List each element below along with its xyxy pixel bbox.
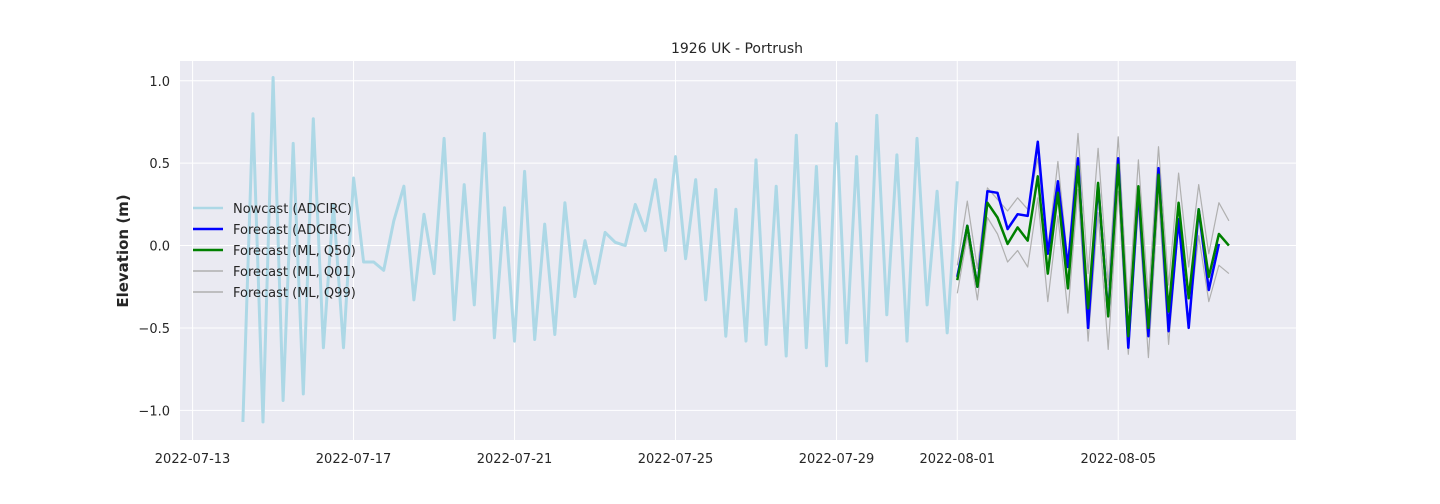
x-tick-label: 2022-08-05 [1080, 452, 1156, 467]
y-tick-label: −0.5 [138, 322, 170, 337]
legend-label-forecast-adcirc: Forecast (ADCIRC) [233, 223, 352, 238]
x-tick-label: 2022-07-25 [638, 452, 714, 467]
y-tick-label: 0.5 [149, 157, 170, 172]
legend: Nowcast (ADCIRC) Forecast (ADCIRC) Forecas… [193, 202, 356, 301]
series-line-forecast-ml-q99 [956, 132, 1230, 309]
y-axis-label: Elevation (m) [114, 194, 132, 307]
legend-label-forecast-ml-q99: Forecast (ML, Q99) [233, 286, 356, 301]
series-line-forecast-adcirc [956, 140, 1221, 349]
series-line-forecast-ml-q50 [956, 163, 1230, 338]
x-tick-label: 2022-07-17 [316, 452, 392, 467]
legend-label-forecast-ml-q01: Forecast (ML, Q01) [233, 265, 356, 280]
y-axis: −1.0 −0.5 0.0 0.5 1.0 [138, 75, 170, 420]
series-line-nowcast-adcirc [241, 76, 959, 424]
chart-title: 1926 UK - Portrush [671, 41, 803, 57]
x-tick-label: 2022-08-01 [919, 452, 995, 467]
y-tick-label: −1.0 [138, 404, 170, 419]
x-axis: 2022-07-13 2022-07-17 2022-07-21 2022-07-25… [155, 452, 1156, 467]
y-tick-label: 0.0 [149, 240, 170, 255]
x-tick-label: 2022-07-29 [799, 452, 875, 467]
legend-label-nowcast-adcirc: Nowcast (ADCIRC) [233, 202, 352, 217]
series-layer [241, 76, 1230, 424]
y-tick-label: 1.0 [149, 75, 170, 90]
legend-label-forecast-ml-q50: Forecast (ML, Q50) [233, 244, 356, 259]
x-tick-label: 2022-07-13 [155, 452, 231, 467]
x-tick-label: 2022-07-21 [477, 452, 553, 467]
